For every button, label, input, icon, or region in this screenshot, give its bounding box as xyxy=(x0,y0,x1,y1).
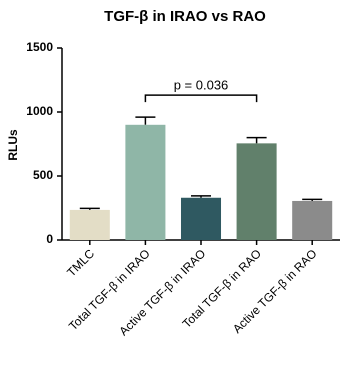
chart-title: TGF-β in IRAO vs RAO xyxy=(104,8,266,25)
y-tick-label: 500 xyxy=(33,168,53,182)
y-tick-label: 1500 xyxy=(26,40,53,54)
significance-bracket xyxy=(144,94,258,103)
bar xyxy=(236,143,277,240)
bar xyxy=(292,200,333,240)
bar xyxy=(69,209,110,240)
bar xyxy=(125,124,166,240)
annotation: p = 0.036 xyxy=(174,78,229,93)
bar xyxy=(180,197,222,240)
y-tick-label: 1000 xyxy=(26,104,53,118)
y-tick-label: 0 xyxy=(46,232,53,246)
x-tick-label: TMLC xyxy=(64,246,97,279)
y-axis-label: RLUs xyxy=(6,129,20,161)
